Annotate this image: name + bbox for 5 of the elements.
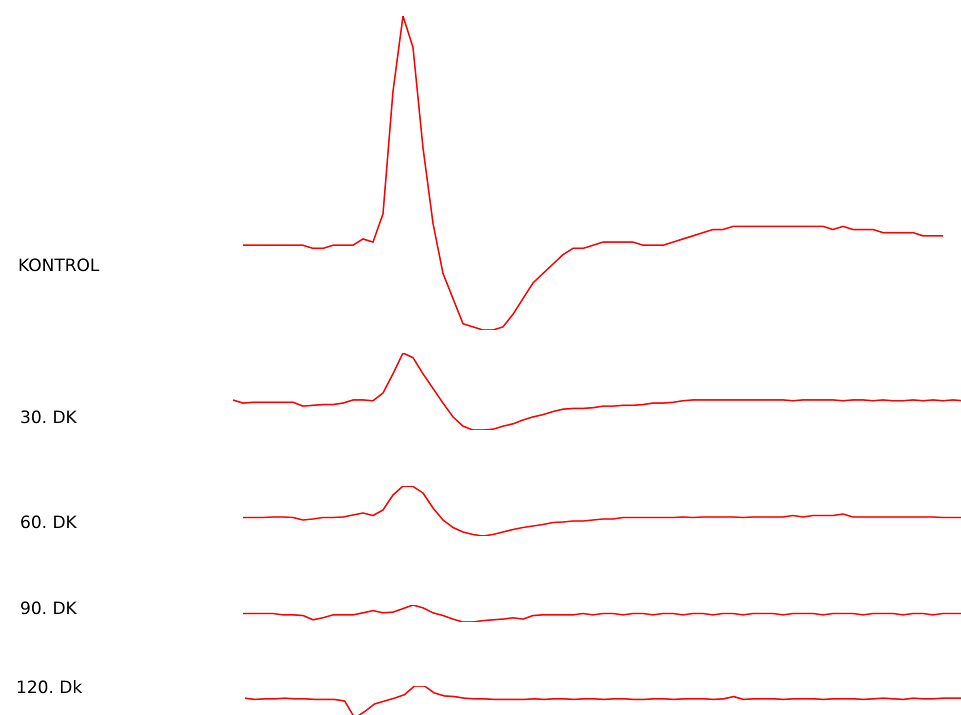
y-axis-title: 60. DK: [20, 513, 77, 533]
y-axis-title: KONTROL: [18, 256, 100, 276]
y-axis-title: 30. DK: [20, 408, 77, 428]
y-axis-title: 120. Dk: [16, 678, 82, 698]
y-axis-title: 90. DK: [20, 599, 77, 619]
